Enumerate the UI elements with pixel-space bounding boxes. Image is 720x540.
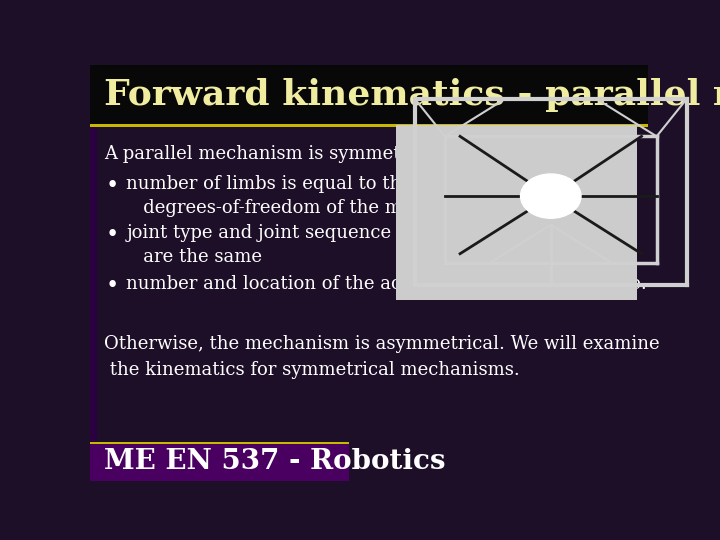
Bar [90, 65, 96, 481]
Circle shape [521, 174, 581, 218]
Text: A parallel mechanism is symmetrical if the: A parallel mechanism is symmetrical if t… [104, 145, 495, 163]
Text: •: • [106, 224, 119, 246]
Text: Forward kinematics - parallel robots: Forward kinematics - parallel robots [104, 78, 720, 112]
Bar [90, 65, 648, 125]
Bar [90, 124, 648, 127]
Text: number of limbs is equal to the number of
   degrees-of-freedom of the moving pl: number of limbs is equal to the number o… [126, 175, 536, 217]
Bar [90, 442, 349, 444]
Text: •: • [106, 175, 119, 197]
Text: ME EN 537 - Robotics: ME EN 537 - Robotics [104, 448, 446, 475]
Bar [90, 443, 349, 481]
Text: number and location of the actuated joints are the same.: number and location of the actuated join… [126, 275, 647, 293]
Text: Otherwise, the mechanism is asymmetrical. We will examine
 the kinematics for sy: Otherwise, the mechanism is asymmetrical… [104, 335, 660, 379]
Bar [396, 125, 637, 300]
Text: •: • [106, 275, 119, 297]
Text: joint type and joint sequence in each limb
   are the same: joint type and joint sequence in each li… [126, 224, 510, 266]
